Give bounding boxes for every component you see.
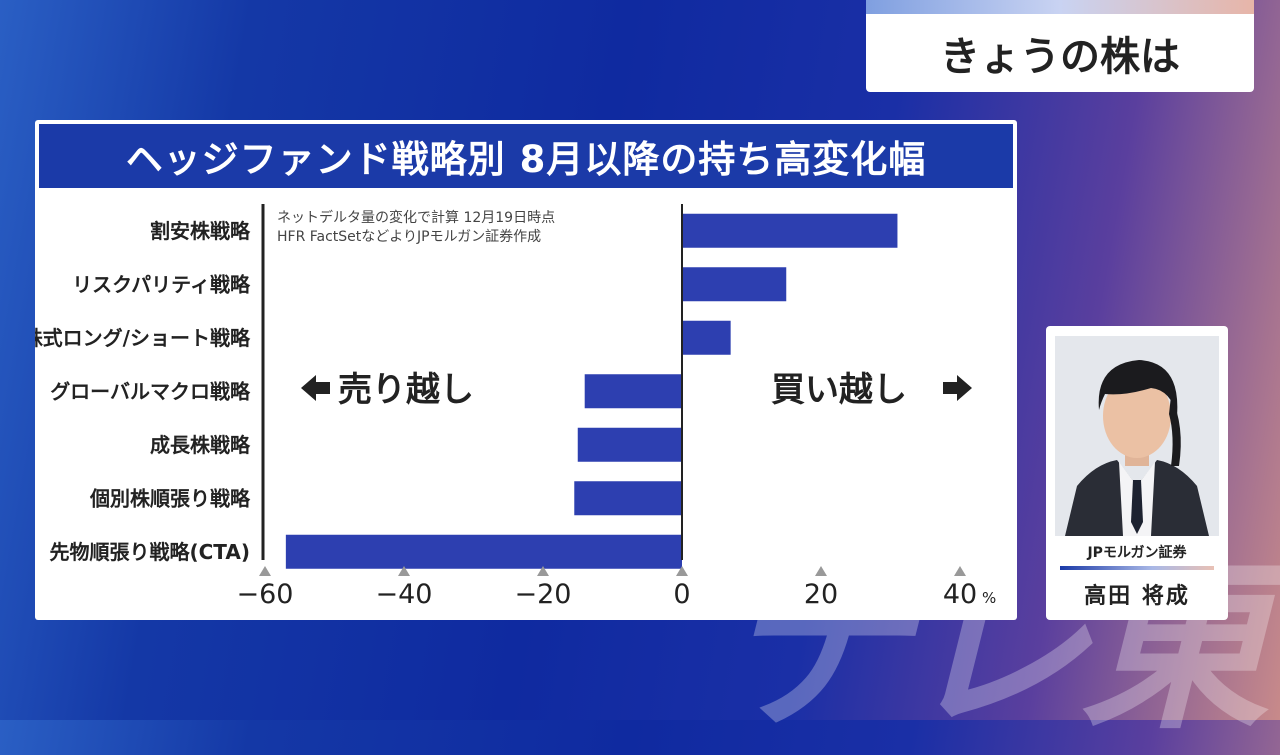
sell-indicator: 売り越し: [301, 370, 474, 410]
bar: [682, 267, 787, 302]
category-label: 個別株順張り戦略: [89, 486, 251, 510]
tick-marker: [398, 566, 410, 576]
presenter-photo: [1055, 336, 1219, 536]
tick-marker: [676, 566, 688, 576]
title-accent-bar: [866, 0, 1254, 14]
category-label: 割安株戦略: [150, 219, 251, 243]
bar-chart: 割安株戦略リスクパリティ戦略株式ロング/ショート戦略グローバルマクロ戦略成長株戦…: [35, 204, 996, 610]
unit-label: %: [982, 589, 996, 607]
presenter-company: JPモルガン証券: [1087, 545, 1187, 561]
tick-label: 40: [943, 579, 977, 610]
tick-marker: [815, 566, 827, 576]
category-label: 株式ロング/ショート戦略: [35, 326, 251, 350]
bar: [584, 374, 682, 409]
tick-label: −60: [237, 579, 294, 610]
tick-marker: [537, 566, 549, 576]
category-label: 先物順張り戦略(CTA): [49, 540, 250, 564]
chart-note-line2: HFR FactSetなどよりJPモルガン証券作成: [277, 229, 541, 245]
name-divider: [1060, 566, 1214, 570]
buy-label: 買い越し: [771, 370, 907, 410]
right-arrow-icon: [943, 375, 972, 401]
chart-title: ヘッジファンド戦略別 8月以降の持ち高変化幅: [39, 124, 1013, 188]
chart-panel: ヘッジファンド戦略別 8月以降の持ち高変化幅 割安株戦略リスクパリティ戦略株式ロ…: [35, 120, 1017, 620]
tick-marker: [954, 566, 966, 576]
buy-indicator: 買い越し: [771, 370, 972, 410]
tick-label: −40: [376, 579, 433, 610]
tick-label: 0: [673, 579, 690, 610]
tick-marker: [259, 566, 271, 576]
bar: [285, 534, 682, 569]
chart-note-line1: ネットデルタ量の変化で計算 12月19日時点: [277, 209, 555, 226]
tick-label: −20: [515, 579, 572, 610]
sell-label: 売り越し: [338, 370, 474, 410]
bar: [574, 481, 682, 516]
presenter-card: JPモルガン証券 高田 将成: [1046, 326, 1228, 620]
bar: [577, 427, 682, 462]
category-label: リスクパリティ戦略: [72, 272, 251, 296]
bar: [682, 320, 731, 355]
category-label: グローバルマクロ戦略: [50, 379, 251, 403]
person-avatar-icon: [1055, 336, 1219, 536]
left-arrow-icon: [301, 375, 330, 401]
program-title: きょうの株は: [866, 14, 1254, 92]
tick-label: 20: [804, 579, 838, 610]
presenter-name: 高田 将成: [1084, 584, 1190, 609]
bar: [682, 213, 898, 248]
category-label: 成長株戦略: [150, 433, 251, 457]
